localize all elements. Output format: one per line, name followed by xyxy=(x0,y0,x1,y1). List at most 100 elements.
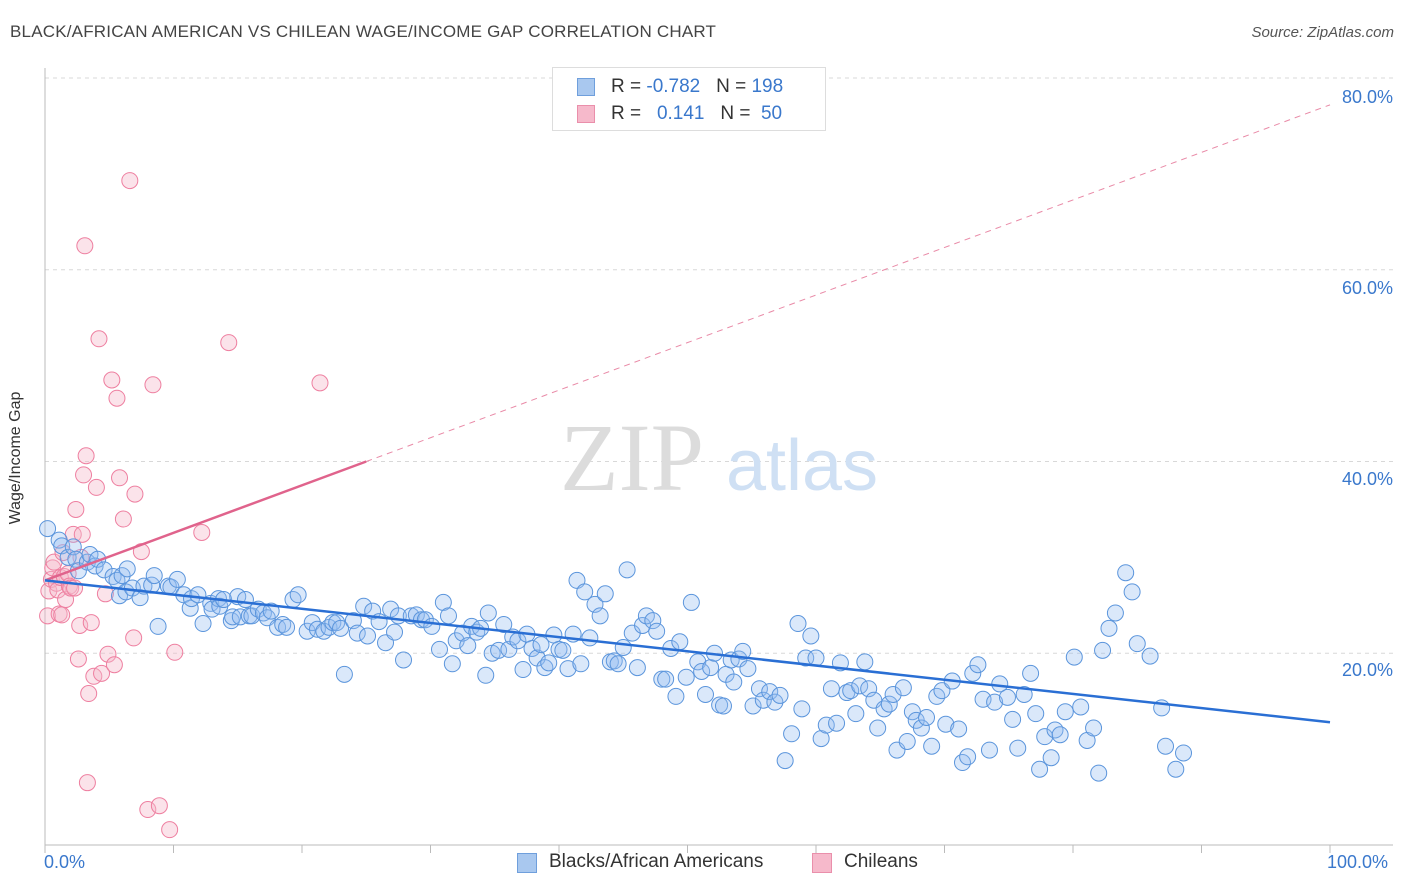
blacks-point xyxy=(278,618,296,636)
legend-row-blacks: R = -0.782 N = 198 xyxy=(553,74,825,102)
chileans-trend-line xyxy=(44,460,367,582)
chileans-point xyxy=(166,643,184,661)
blacks-point xyxy=(884,685,902,703)
blacks-point xyxy=(1072,698,1090,716)
blacks-point xyxy=(289,586,307,604)
blacks-point xyxy=(1094,641,1112,659)
blacks-point xyxy=(986,693,1004,711)
y-tick-label-40: 40.0% xyxy=(1341,469,1393,489)
chileans-point xyxy=(99,645,117,663)
blacks-point xyxy=(644,612,662,630)
blacks-point xyxy=(1042,749,1060,767)
blacks-point xyxy=(95,561,113,579)
blacks-point xyxy=(744,697,762,715)
blacks-point xyxy=(1022,664,1040,682)
blacks-point xyxy=(532,636,550,654)
chileans-point xyxy=(144,376,162,394)
blacks-point xyxy=(145,567,163,585)
chileans-point xyxy=(220,334,238,352)
blacks-point xyxy=(1167,760,1185,778)
blacks-point xyxy=(869,719,887,737)
chileans-point xyxy=(121,172,139,190)
blacks-point xyxy=(714,697,732,715)
blacks-point xyxy=(912,719,930,737)
blacks-point xyxy=(1117,564,1135,582)
blacks-point xyxy=(335,665,353,683)
blacks-point xyxy=(789,615,807,633)
blacks-point xyxy=(262,602,280,620)
blacks-point xyxy=(1031,760,1049,778)
chileans-point xyxy=(150,797,168,815)
blacks-point xyxy=(576,583,594,601)
axes xyxy=(44,68,1393,853)
blacks-point xyxy=(998,688,1016,706)
blacks-point xyxy=(332,619,350,637)
blacks-point xyxy=(980,741,998,759)
blacks-point xyxy=(847,705,865,723)
blacks-point xyxy=(657,670,675,688)
blacks-point xyxy=(609,655,627,673)
blacks-point xyxy=(118,560,136,578)
blacks-point xyxy=(479,604,497,622)
blacks-point xyxy=(1141,647,1159,665)
blacks-point xyxy=(1065,648,1083,666)
chileans-trend-dashed xyxy=(366,104,1331,462)
blacks-point xyxy=(514,661,532,679)
blacks-point xyxy=(959,748,977,766)
chileans-point xyxy=(80,685,98,703)
blacks-point xyxy=(677,668,695,686)
chileans-point xyxy=(67,500,85,518)
blacks-point xyxy=(423,617,441,635)
blacks-point xyxy=(1009,739,1027,757)
blacks-point xyxy=(348,624,366,642)
blacks-point xyxy=(459,637,477,655)
blacks-point xyxy=(793,700,811,718)
chileans-point xyxy=(108,389,126,407)
blacks-point xyxy=(898,732,916,750)
blacks-point xyxy=(894,679,912,697)
chileans-point xyxy=(93,664,111,682)
blacks-trend-line xyxy=(44,579,1331,724)
watermark-atlas: atlas xyxy=(726,426,878,506)
blacks-point xyxy=(596,585,614,603)
blacks-point xyxy=(842,682,860,700)
legend-stats-blacks: R = -0.782 N = 198 xyxy=(611,76,784,97)
blacks-point xyxy=(693,662,711,680)
chileans-point xyxy=(125,629,143,647)
blacks-point xyxy=(964,664,982,682)
grid-lines xyxy=(45,77,1393,654)
legend-stats-chileans: R = 0.141 N = 50 xyxy=(611,103,783,124)
x-tick-label-min: 0.0% xyxy=(44,852,86,872)
blacks-point xyxy=(1051,726,1069,744)
blacks-point xyxy=(682,593,700,611)
blacks-point xyxy=(1015,685,1033,703)
blacks-point xyxy=(413,611,431,629)
blacks-point xyxy=(671,633,689,651)
blacks-point xyxy=(495,615,513,633)
blacks-point xyxy=(807,649,825,667)
legend-swatch-chileans xyxy=(577,105,595,123)
x-tick-label-max: 100.0% xyxy=(1327,852,1389,872)
blacks-point xyxy=(359,627,377,645)
blacks-point xyxy=(802,627,820,645)
blacks-point xyxy=(969,656,987,674)
chileans-point xyxy=(76,237,94,255)
blacks-point xyxy=(696,685,714,703)
blacks-point xyxy=(39,520,57,538)
blacks-point xyxy=(828,714,846,732)
blacks-point xyxy=(386,623,404,641)
blacks-point xyxy=(653,670,671,688)
legend-swatch-blacks xyxy=(577,78,595,96)
chileans-point xyxy=(193,523,211,541)
blacks-point xyxy=(1085,719,1103,737)
blacks-point xyxy=(1175,744,1193,762)
blacks-point xyxy=(702,659,720,677)
blacks-point xyxy=(591,607,609,625)
chileans-point xyxy=(73,525,91,543)
blacks-point xyxy=(1157,737,1175,755)
blacks-point xyxy=(725,673,743,691)
chileans-point xyxy=(105,656,123,674)
legend-swatch-blacks xyxy=(517,853,537,873)
blacks-point xyxy=(771,686,789,704)
